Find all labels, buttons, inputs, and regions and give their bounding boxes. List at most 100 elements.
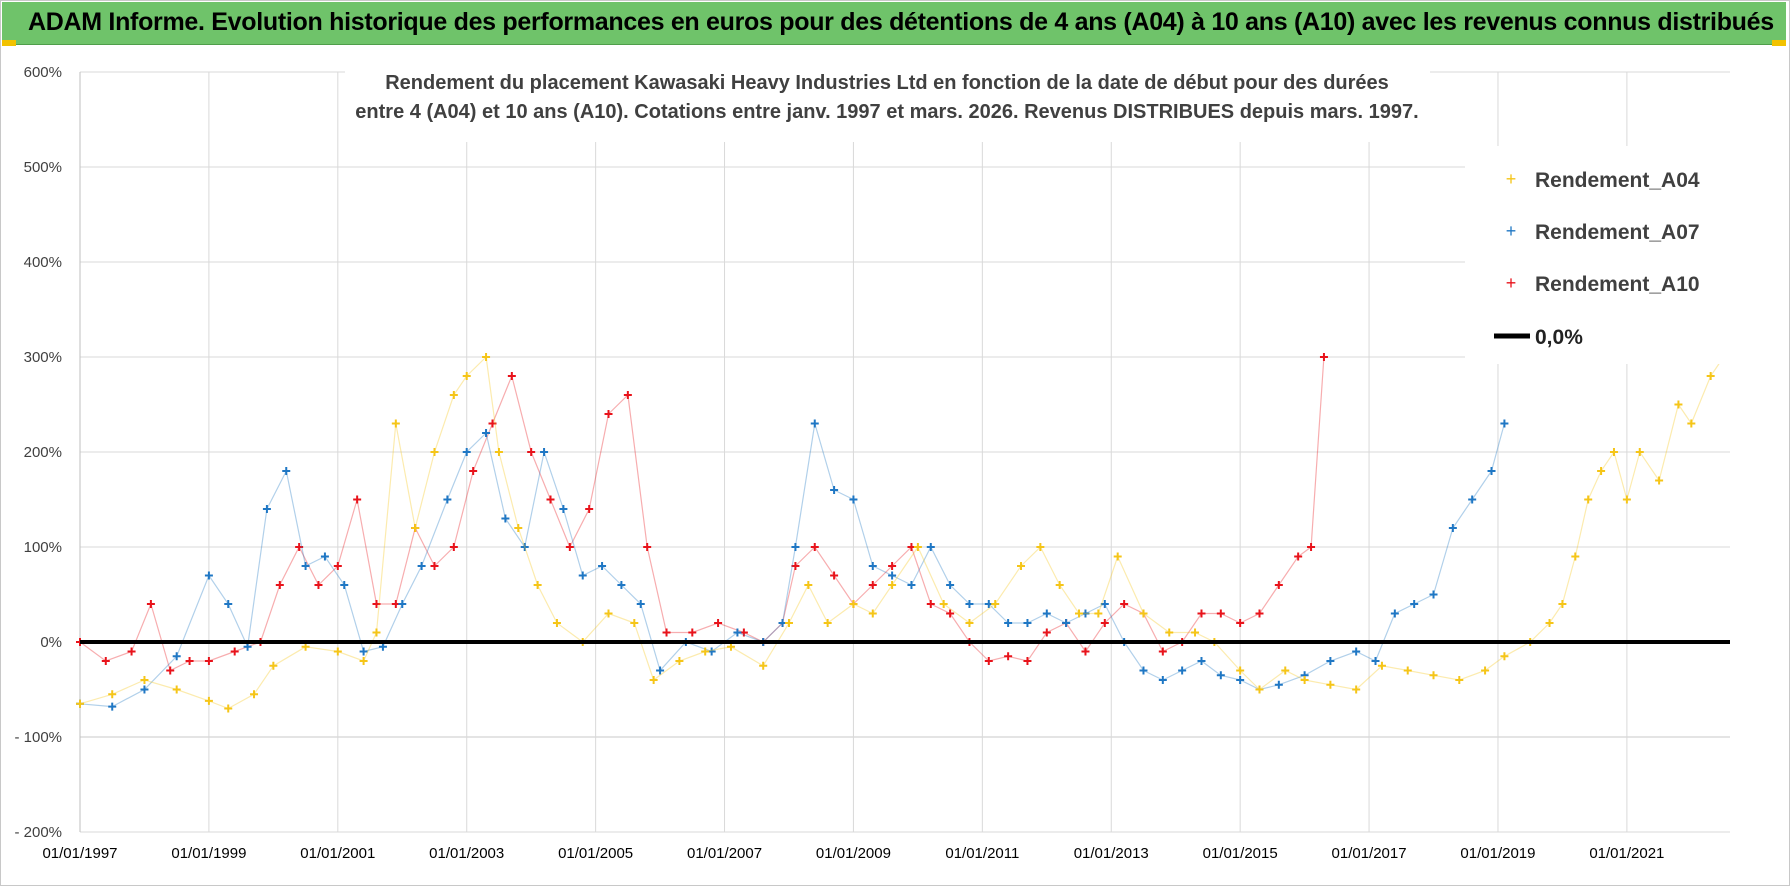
point-a04 xyxy=(630,619,639,627)
point-a04 xyxy=(1055,581,1064,589)
point-a04 xyxy=(411,524,420,532)
point-a04 xyxy=(1017,562,1026,570)
point-a10 xyxy=(623,391,632,399)
point-a07 xyxy=(791,543,800,551)
y-tick-label: 400% xyxy=(24,254,62,271)
point-a07 xyxy=(501,514,510,523)
point-a04 xyxy=(1036,543,1045,551)
point-a07 xyxy=(849,495,858,504)
point-a07 xyxy=(1390,609,1399,618)
point-a04 xyxy=(1377,661,1386,670)
point-a04 xyxy=(1326,680,1335,689)
point-a10 xyxy=(314,581,323,589)
point-a07 xyxy=(224,600,233,608)
point-a10 xyxy=(604,410,613,418)
point-a07 xyxy=(282,467,291,475)
point-a10 xyxy=(333,562,342,570)
point-a07 xyxy=(598,562,607,570)
legend-label-zero: 0,0% xyxy=(1535,326,1583,349)
x-tick-label: 01/01/1997 xyxy=(42,845,117,862)
performance-chart: 600% 500% 400% 300% 200% 100% 0% - 100% - 200% 0… xyxy=(14,60,1730,862)
point-a10 xyxy=(1236,619,1245,627)
point-a04 xyxy=(1584,495,1593,504)
point-a04 xyxy=(804,581,813,589)
point-a04 xyxy=(514,524,523,532)
point-a10 xyxy=(1216,609,1225,618)
point-a10 xyxy=(527,448,536,456)
point-a10 xyxy=(868,581,877,589)
series-trace-a04 xyxy=(79,355,1725,710)
x-tick-label: 01/01/2013 xyxy=(1074,845,1149,862)
series-a07 xyxy=(76,419,1509,711)
point-a04 xyxy=(1429,671,1438,680)
point-a10 xyxy=(469,467,478,475)
point-a04 xyxy=(1609,448,1618,456)
point-a04 xyxy=(391,419,400,428)
point-a07 xyxy=(578,571,587,580)
point-a07 xyxy=(1274,680,1283,689)
point-a04 xyxy=(333,647,342,656)
point-a04 xyxy=(359,657,368,665)
chart-title-line-1: Rendement du placement Kawasaki Heavy In… xyxy=(385,72,1389,94)
point-a04 xyxy=(849,600,858,608)
point-a04 xyxy=(224,704,233,713)
point-a04 xyxy=(1281,666,1290,675)
point-a07 xyxy=(1004,619,1013,627)
point-a10 xyxy=(295,543,304,551)
point-a07 xyxy=(443,495,452,504)
title-background xyxy=(345,60,1430,142)
point-a04 xyxy=(76,699,84,708)
series-a10 xyxy=(76,353,1328,675)
point-a10 xyxy=(1307,543,1316,551)
point-a10 xyxy=(546,495,555,504)
x-tick-label: 01/01/2009 xyxy=(816,845,891,862)
point-a10 xyxy=(946,609,955,618)
point-a10 xyxy=(1274,581,1283,589)
point-a04 xyxy=(1687,419,1696,428)
point-a07 xyxy=(1326,657,1335,665)
point-a04 xyxy=(1674,400,1683,409)
legend-marker-a04: + xyxy=(1506,169,1517,189)
x-tick-label: 01/01/1999 xyxy=(171,845,246,862)
point-a07 xyxy=(378,642,387,651)
point-a04 xyxy=(449,391,458,399)
point-a07 xyxy=(108,702,117,711)
series-layer xyxy=(76,353,1730,713)
point-a10 xyxy=(791,562,800,570)
point-a04 xyxy=(1165,628,1174,637)
point-a04 xyxy=(701,647,710,656)
point-a10 xyxy=(926,600,935,608)
point-a07 xyxy=(1468,495,1477,504)
point-a04 xyxy=(759,661,768,670)
legend-label-a07: Rendement_A07 xyxy=(1535,221,1700,244)
point-a10 xyxy=(1197,609,1206,618)
point-a10 xyxy=(146,600,155,608)
y-tick-label: 100% xyxy=(24,539,62,556)
point-a10 xyxy=(1294,552,1303,561)
point-a10 xyxy=(430,562,439,570)
point-a07 xyxy=(1236,676,1245,684)
point-a10 xyxy=(449,543,458,551)
point-a04 xyxy=(172,685,181,694)
y-tick-label: 500% xyxy=(24,159,62,176)
point-a07 xyxy=(1139,666,1148,675)
point-a07 xyxy=(1371,657,1380,665)
point-a10 xyxy=(166,666,175,675)
y-tick-label: 600% xyxy=(24,64,62,81)
point-a07 xyxy=(204,571,213,580)
page-title: ADAM Informe. Evolution historique des p… xyxy=(28,8,1774,36)
point-a04 xyxy=(726,642,735,651)
point-a07 xyxy=(617,581,626,589)
legend: + Rendement_A04 + Rendement_A07 + Rendem… xyxy=(1465,146,1730,364)
point-a07 xyxy=(907,581,916,589)
point-a07 xyxy=(301,562,310,570)
y-tick-label: 300% xyxy=(24,349,62,366)
point-a07 xyxy=(1500,419,1509,428)
y-tick-label: 200% xyxy=(24,444,62,461)
point-a07 xyxy=(482,429,491,437)
point-a07 xyxy=(398,600,407,608)
point-a10 xyxy=(275,581,284,589)
x-tick-label: 01/01/2015 xyxy=(1203,845,1278,862)
point-a04 xyxy=(1706,372,1715,380)
point-a07 xyxy=(946,581,955,589)
